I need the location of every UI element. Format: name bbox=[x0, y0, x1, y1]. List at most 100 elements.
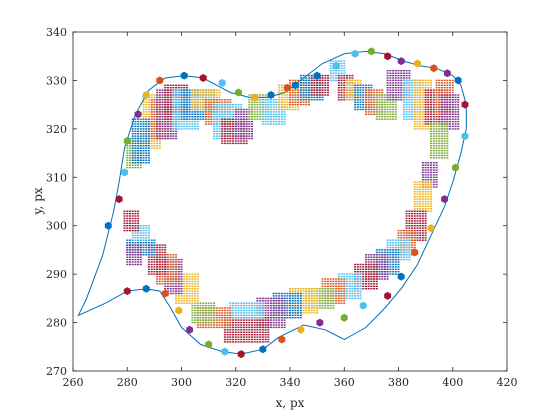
region-dot bbox=[166, 84, 169, 86]
region-dot bbox=[424, 237, 427, 239]
region-dot bbox=[259, 108, 262, 111]
region-dot bbox=[438, 152, 441, 154]
region-dot bbox=[139, 137, 142, 140]
region-dot bbox=[240, 130, 243, 132]
region-dot bbox=[264, 101, 267, 103]
region-dot bbox=[381, 273, 384, 275]
region-dot bbox=[370, 106, 373, 108]
region-dot bbox=[223, 140, 226, 142]
region-dot bbox=[164, 84, 167, 86]
region-dot bbox=[427, 164, 430, 166]
region-dot bbox=[275, 304, 278, 307]
region-dot bbox=[267, 312, 270, 314]
region-dot bbox=[351, 82, 354, 84]
region-dot bbox=[150, 137, 153, 140]
region-dot bbox=[354, 101, 357, 103]
region-dot bbox=[166, 91, 169, 94]
region-dot bbox=[386, 263, 389, 266]
region-dot bbox=[291, 101, 294, 103]
region-dot bbox=[270, 304, 272, 307]
region-dot bbox=[392, 111, 395, 113]
region-dot bbox=[411, 108, 414, 111]
region-dot bbox=[267, 304, 270, 307]
region-dot bbox=[405, 72, 408, 74]
region-dot bbox=[354, 280, 357, 283]
region-dot bbox=[229, 128, 232, 130]
region-dot bbox=[411, 215, 414, 217]
region-dot bbox=[166, 116, 169, 118]
region-dot bbox=[370, 101, 373, 103]
region-dot bbox=[237, 133, 240, 135]
region-dot bbox=[158, 89, 161, 91]
region-dot bbox=[443, 142, 446, 145]
region-dot bbox=[397, 261, 400, 263]
region-dot bbox=[234, 334, 237, 336]
region-dot bbox=[438, 118, 441, 120]
region-dot bbox=[408, 84, 411, 86]
region-dot bbox=[373, 113, 376, 115]
region-dot bbox=[332, 300, 335, 302]
region-dot bbox=[221, 130, 224, 132]
region-dot bbox=[194, 96, 197, 99]
region-dot bbox=[332, 304, 335, 307]
region-dot bbox=[248, 130, 251, 132]
region-dot bbox=[430, 157, 432, 159]
region-dot bbox=[411, 91, 414, 94]
region-dot bbox=[383, 268, 386, 270]
region-dot bbox=[440, 135, 443, 137]
region-dot bbox=[321, 96, 324, 99]
region-dot bbox=[302, 94, 305, 96]
region-dot bbox=[210, 123, 213, 125]
region-dot bbox=[251, 101, 253, 103]
region-dot bbox=[264, 116, 267, 118]
region-dot bbox=[180, 99, 183, 101]
region-dot bbox=[202, 94, 205, 96]
region-dot bbox=[370, 275, 373, 278]
region-dot bbox=[188, 125, 191, 128]
region-dot bbox=[153, 111, 156, 113]
region-dot bbox=[166, 128, 169, 130]
region-dot bbox=[321, 87, 324, 89]
region-dot bbox=[183, 108, 186, 111]
region-dot bbox=[400, 239, 403, 241]
region-dot bbox=[454, 128, 457, 130]
region-dot bbox=[134, 157, 137, 159]
region-dot bbox=[245, 338, 248, 341]
region-dot bbox=[435, 140, 438, 142]
region-dot bbox=[340, 74, 343, 77]
region-dot bbox=[280, 304, 283, 307]
region-dot bbox=[245, 128, 248, 130]
region-dot bbox=[446, 120, 449, 123]
region-dot bbox=[185, 113, 188, 115]
region-dot bbox=[289, 297, 291, 300]
region-dot bbox=[131, 154, 134, 157]
region-dot bbox=[137, 130, 140, 132]
region-dot bbox=[454, 103, 457, 106]
region-dot bbox=[256, 300, 259, 302]
region-dot bbox=[289, 103, 291, 106]
region-dot bbox=[297, 91, 300, 94]
region-dot bbox=[248, 103, 251, 106]
region-dot bbox=[308, 79, 310, 82]
region-dot bbox=[166, 111, 169, 113]
region-dot bbox=[381, 89, 384, 91]
region-dot bbox=[150, 96, 153, 99]
region-dot bbox=[389, 77, 392, 79]
region-dot bbox=[405, 87, 408, 89]
region-dot bbox=[272, 292, 275, 295]
region-dot bbox=[172, 120, 175, 123]
region-dot bbox=[405, 103, 408, 106]
region-dot bbox=[397, 246, 400, 249]
region-dot bbox=[430, 181, 432, 183]
region-dot bbox=[421, 118, 424, 120]
region-dot bbox=[394, 82, 397, 84]
region-dot bbox=[226, 329, 229, 331]
region-dot bbox=[215, 113, 218, 115]
region-dot bbox=[446, 108, 449, 111]
region-dot bbox=[327, 283, 329, 285]
region-dot bbox=[346, 278, 348, 280]
region-dot bbox=[145, 118, 148, 120]
region-dot bbox=[327, 288, 329, 290]
region-dot bbox=[408, 251, 411, 254]
region-dot bbox=[446, 79, 449, 82]
